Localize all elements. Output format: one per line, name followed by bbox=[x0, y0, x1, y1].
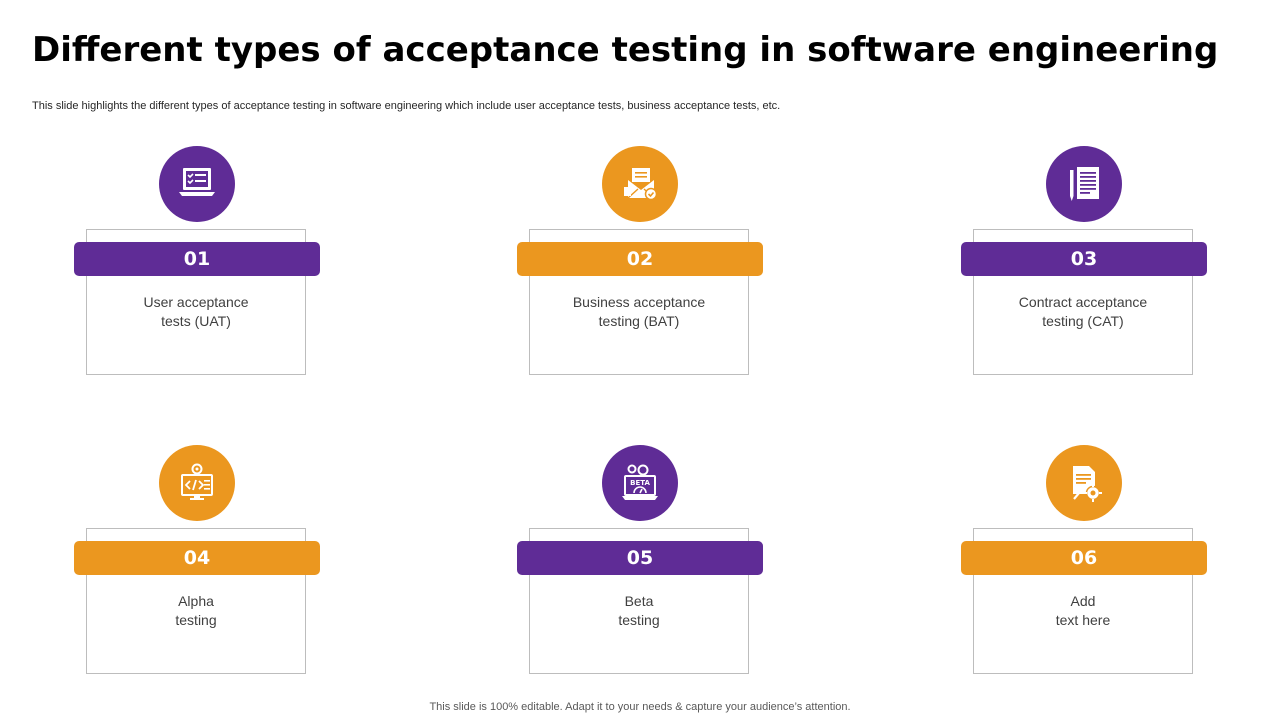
card-number: 03 bbox=[961, 242, 1207, 276]
card-label-line1: Contract acceptance bbox=[1018, 294, 1148, 310]
card-label-line1: Add bbox=[1070, 593, 1096, 609]
card-05: BETA 05 Beta testing bbox=[517, 445, 763, 679]
card-label: Add text here bbox=[973, 592, 1193, 630]
card-02: 02 Business acceptance testing (BAT) bbox=[517, 146, 763, 380]
document-gear-icon bbox=[1046, 445, 1122, 521]
card-01: 01 User acceptance tests (UAT) bbox=[74, 146, 320, 380]
page-subtitle: This slide highlights the different type… bbox=[32, 100, 781, 112]
card-04: 04 Alpha testing bbox=[74, 445, 320, 679]
page-title: Different types of acceptance testing in… bbox=[32, 30, 1219, 70]
card-number: 01 bbox=[74, 242, 320, 276]
contract-document-icon bbox=[1046, 146, 1122, 222]
laptop-checklist-icon bbox=[159, 146, 235, 222]
card-label-line2: testing (CAT) bbox=[1042, 313, 1124, 329]
envelope-check-icon bbox=[602, 146, 678, 222]
card-label-line1: User acceptance bbox=[143, 294, 249, 310]
card-label-line1: Business acceptance bbox=[572, 294, 706, 310]
card-label: Beta testing bbox=[529, 592, 749, 630]
card-label-line2: tests (UAT) bbox=[161, 313, 231, 329]
card-number: 06 bbox=[961, 541, 1207, 575]
card-06: 06 Add text here bbox=[961, 445, 1207, 679]
card-number: 04 bbox=[74, 541, 320, 575]
beta-icon-text: BETA bbox=[630, 479, 650, 487]
card-label-line2: testing bbox=[618, 612, 660, 628]
card-number: 05 bbox=[517, 541, 763, 575]
footer-note: This slide is 100% editable. Adapt it to… bbox=[429, 701, 851, 713]
card-label-line1: Beta bbox=[624, 593, 654, 609]
code-monitor-icon bbox=[159, 445, 235, 521]
beta-laptop-icon: BETA bbox=[602, 445, 678, 521]
card-label-line2: testing bbox=[175, 612, 217, 628]
card-label: Business acceptance testing (BAT) bbox=[529, 293, 749, 331]
card-label-line2: text here bbox=[1055, 612, 1111, 628]
card-label-line1: Alpha bbox=[178, 593, 214, 609]
card-label: Contract acceptance testing (CAT) bbox=[973, 293, 1193, 331]
card-03: 03 Contract acceptance testing (CAT) bbox=[961, 146, 1207, 380]
card-label: Alpha testing bbox=[86, 592, 306, 630]
card-number: 02 bbox=[517, 242, 763, 276]
card-label: User acceptance tests (UAT) bbox=[86, 293, 306, 331]
card-label-line2: testing (BAT) bbox=[598, 313, 680, 329]
